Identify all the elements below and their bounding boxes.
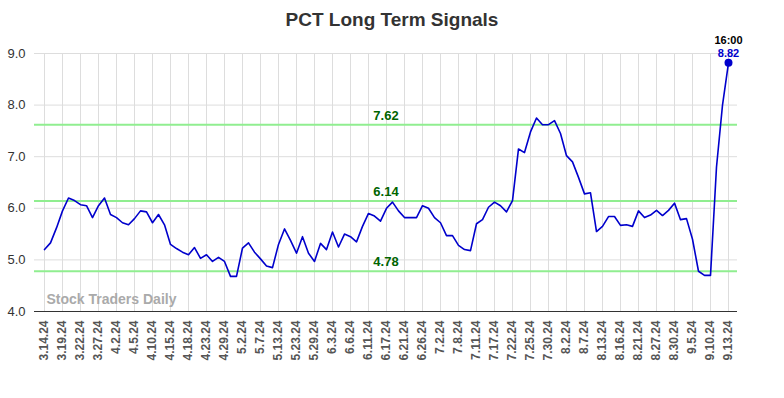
svg-text:8.27.24: 8.27.24: [649, 320, 663, 360]
svg-text:8.0: 8.0: [7, 97, 25, 112]
svg-text:4.15.24: 4.15.24: [163, 320, 177, 360]
svg-text:8.82: 8.82: [718, 47, 739, 59]
svg-text:7.25.24: 7.25.24: [523, 320, 537, 360]
svg-text:7.11.24: 7.11.24: [469, 320, 483, 360]
svg-text:6.14: 6.14: [373, 184, 399, 199]
svg-text:Stock Traders Daily: Stock Traders Daily: [47, 291, 177, 307]
svg-text:4.5.24: 4.5.24: [127, 320, 141, 354]
svg-text:4.78: 4.78: [373, 254, 398, 269]
svg-text:3.27.24: 3.27.24: [91, 320, 105, 360]
svg-text:5.0: 5.0: [7, 252, 25, 267]
svg-text:4.23.24: 4.23.24: [199, 320, 213, 360]
html-text:PCT Long Term Signals: PCT Long Term Signals: [285, 9, 499, 30]
svg-text:8.21.24: 8.21.24: [631, 320, 645, 360]
svg-text:9.13.24: 9.13.24: [721, 320, 735, 360]
svg-text:4.29.24: 4.29.24: [217, 320, 231, 360]
svg-text:3.22.24: 3.22.24: [73, 320, 87, 360]
svg-text:7.0: 7.0: [7, 149, 25, 164]
svg-text:7.22.24: 7.22.24: [505, 320, 519, 360]
svg-text:5.2.24: 5.2.24: [235, 320, 249, 354]
svg-text:8.16.24: 8.16.24: [613, 320, 627, 360]
svg-text:7.62: 7.62: [373, 108, 398, 123]
svg-text:8.13.24: 8.13.24: [595, 320, 609, 360]
svg-text:5.29.24: 5.29.24: [307, 320, 321, 360]
svg-text:8.7.24: 8.7.24: [577, 320, 591, 354]
svg-text:5.13.24: 5.13.24: [271, 320, 285, 360]
svg-text:6.6.24: 6.6.24: [343, 320, 357, 354]
svg-text:4.10.24: 4.10.24: [145, 320, 159, 360]
svg-text:7.17.24: 7.17.24: [487, 320, 501, 360]
svg-text:6.0: 6.0: [7, 200, 25, 215]
svg-text:3.14.24: 3.14.24: [37, 320, 51, 360]
svg-text:4.2.24: 4.2.24: [109, 320, 123, 354]
svg-text:3.19.24: 3.19.24: [55, 320, 69, 360]
svg-text:6.26.24: 6.26.24: [415, 320, 429, 360]
svg-text:8.30.24: 8.30.24: [667, 320, 681, 360]
svg-text:9.5.24: 9.5.24: [685, 320, 699, 354]
svg-text:6.11.24: 6.11.24: [361, 320, 375, 360]
svg-text:6.3.24: 6.3.24: [325, 320, 339, 354]
svg-text:8.2.24: 8.2.24: [559, 320, 573, 354]
svg-text:7.30.24: 7.30.24: [541, 320, 555, 360]
svg-text:9.10.24: 9.10.24: [703, 320, 717, 360]
svg-text:7.8.24: 7.8.24: [451, 320, 465, 354]
svg-text:5.7.24: 5.7.24: [253, 320, 267, 354]
svg-text:7.2.24: 7.2.24: [433, 320, 447, 354]
svg-text:6.21.24: 6.21.24: [397, 320, 411, 360]
svg-text:4.0: 4.0: [7, 304, 25, 319]
svg-text:4.18.24: 4.18.24: [181, 320, 195, 360]
svg-text:6.17.24: 6.17.24: [379, 320, 393, 360]
svg-text:9.0: 9.0: [7, 46, 25, 61]
svg-text:16:00: 16:00: [714, 34, 742, 46]
svg-text:5.23.24: 5.23.24: [289, 320, 303, 360]
